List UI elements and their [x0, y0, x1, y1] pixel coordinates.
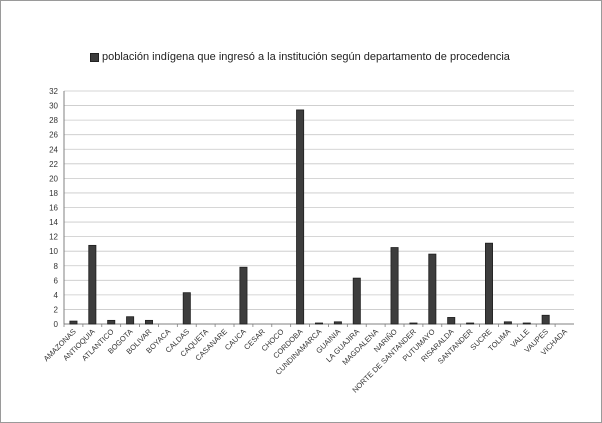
bar	[428, 253, 437, 325]
y-tick-label: 30	[49, 102, 58, 111]
y-tick-label: 22	[49, 160, 58, 169]
bar	[409, 322, 418, 325]
gridlines	[64, 90, 574, 325]
y-tick-label: 26	[49, 131, 58, 140]
y-tick-label: 8	[54, 262, 59, 271]
y-tick-label: 16	[49, 204, 58, 213]
bar	[315, 322, 323, 325]
bars	[69, 109, 550, 325]
bar	[390, 247, 399, 325]
bar	[239, 266, 248, 325]
y-tick-label: 18	[49, 189, 58, 198]
legend-swatch	[90, 52, 99, 62]
bar	[126, 316, 135, 325]
y-tick-label: 6	[54, 276, 59, 285]
axes	[63, 91, 574, 327]
bar	[352, 277, 361, 325]
y-tick-label: 14	[49, 218, 58, 227]
bar	[466, 322, 475, 325]
legend: población indígena que ingresó a la inst…	[90, 48, 570, 66]
bar	[503, 321, 512, 325]
bar	[107, 319, 116, 325]
y-tick-label: 32	[49, 87, 58, 96]
bar	[88, 244, 97, 325]
bar	[333, 321, 342, 325]
bar	[182, 292, 191, 325]
y-tick-label: 12	[49, 233, 58, 242]
bar	[145, 319, 153, 325]
y-tick-label: 24	[49, 145, 58, 154]
bar	[522, 322, 531, 325]
bar	[447, 317, 456, 325]
x-tick-labels: AMAZONASANTIOQUIAATLANTICOBOGOTABOLIVARB…	[42, 327, 569, 395]
y-tick-label: 28	[49, 116, 58, 125]
bar	[541, 314, 550, 325]
bar	[296, 109, 305, 325]
bar	[69, 320, 78, 325]
y-tick-label: 0	[54, 320, 59, 329]
y-tick-label: 10	[49, 247, 58, 256]
y-tick-label: 20	[49, 174, 58, 183]
bar	[485, 242, 493, 325]
legend-label: población indígena que ingresó a la inst…	[102, 51, 510, 63]
y-tick-label: 4	[54, 291, 59, 300]
y-tick-label: 2	[54, 305, 59, 314]
